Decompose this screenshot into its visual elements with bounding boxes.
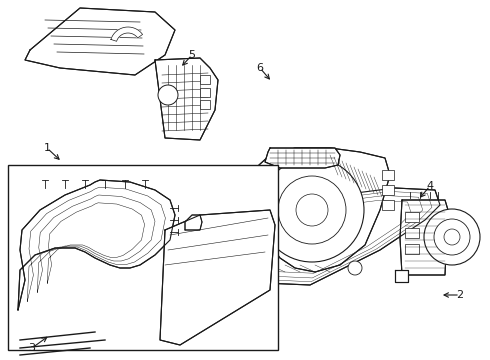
Circle shape (444, 229, 460, 245)
Polygon shape (185, 215, 202, 230)
Bar (382, 200, 394, 210)
Polygon shape (265, 148, 340, 168)
Text: 1: 1 (44, 143, 50, 153)
Polygon shape (155, 58, 218, 140)
Polygon shape (242, 148, 390, 272)
Text: 4: 4 (426, 181, 434, 191)
Text: 5: 5 (189, 50, 196, 60)
Circle shape (258, 261, 272, 275)
Bar (405, 244, 419, 254)
Polygon shape (395, 270, 408, 282)
Circle shape (348, 261, 362, 275)
Polygon shape (18, 180, 175, 310)
Text: 3: 3 (28, 343, 35, 353)
Circle shape (434, 219, 470, 255)
Bar (382, 185, 394, 195)
Circle shape (158, 85, 178, 105)
Text: 2: 2 (457, 290, 464, 300)
Polygon shape (111, 27, 143, 41)
Bar (405, 212, 419, 222)
Bar (200, 100, 210, 109)
Circle shape (278, 176, 346, 244)
Bar (200, 88, 210, 97)
Text: 6: 6 (256, 63, 264, 73)
Circle shape (296, 194, 328, 226)
Polygon shape (400, 200, 448, 275)
Polygon shape (23, 179, 137, 210)
Circle shape (260, 158, 364, 262)
Bar (200, 75, 210, 84)
Polygon shape (282, 212, 295, 225)
Polygon shape (25, 8, 175, 75)
Circle shape (424, 209, 480, 265)
Bar (405, 228, 419, 238)
Bar (382, 170, 394, 180)
Polygon shape (160, 210, 275, 345)
Polygon shape (215, 188, 440, 285)
Bar (8, 165, 278, 350)
